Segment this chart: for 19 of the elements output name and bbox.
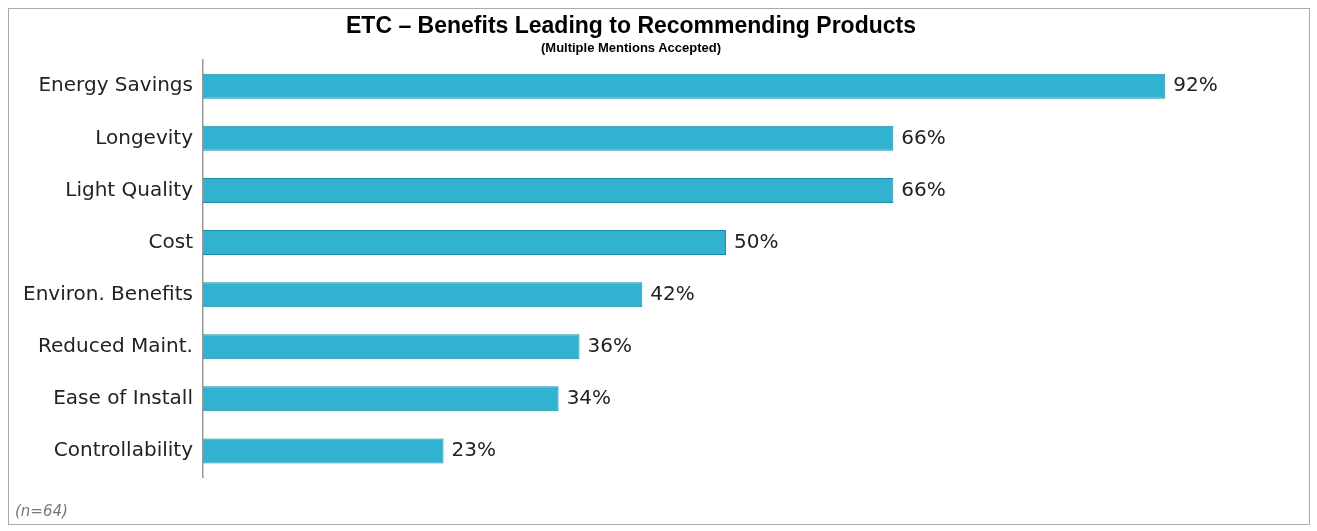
data-label: 66% (901, 176, 946, 201)
data-label: 92% (1173, 72, 1218, 97)
y-tick-label: Cost (148, 228, 194, 253)
text: (n=64) (15, 502, 68, 520)
data-label: 36% (587, 332, 632, 357)
y-tick-label: Energy Savings (38, 72, 193, 97)
data-label: 23% (451, 437, 497, 462)
data-label: 66% (901, 124, 946, 149)
chart-title: ETC – Benefits Leading to Recommending Products (346, 12, 916, 39)
data-label: 42% (650, 280, 695, 305)
y-tick-label: Controllability (53, 437, 194, 462)
y-tick-label: Longevity (95, 124, 194, 149)
chart-subtitle: (Multiple Mentions Accepted) (540, 39, 722, 55)
data-label: 34% (566, 385, 612, 410)
y-tick-label: Environ. Benefits (23, 280, 193, 305)
y-tick-label: Reduced Maint. (38, 332, 193, 357)
data-label: 50% (733, 228, 779, 253)
y-tick-label: Light Quality (65, 176, 194, 201)
y-tick-label: Ease of Install (53, 385, 193, 410)
